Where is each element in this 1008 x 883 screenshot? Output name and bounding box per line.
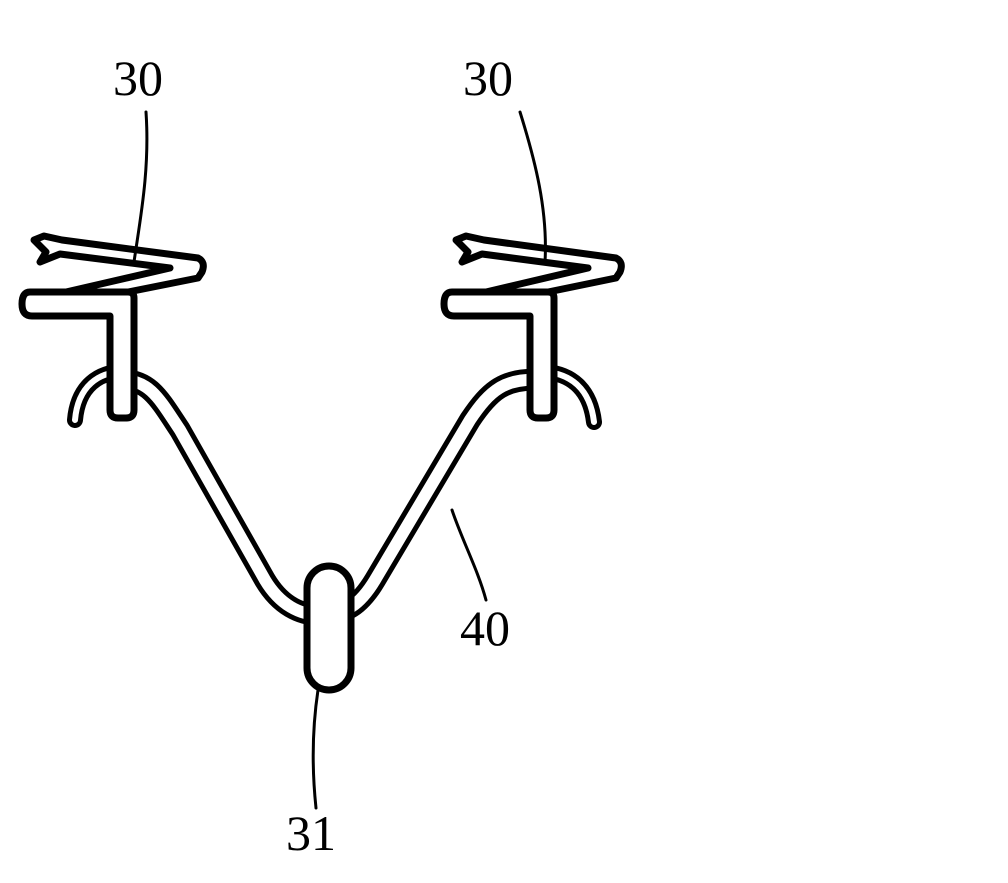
- label-right-hook: 30: [463, 50, 513, 106]
- left-hook-30: [22, 236, 203, 420]
- label-wire: 40: [460, 600, 510, 656]
- label-left-hook: 30: [113, 50, 163, 106]
- label-clip: 31: [286, 805, 336, 861]
- right-hook-30: [444, 236, 621, 422]
- clip-31: [307, 566, 351, 690]
